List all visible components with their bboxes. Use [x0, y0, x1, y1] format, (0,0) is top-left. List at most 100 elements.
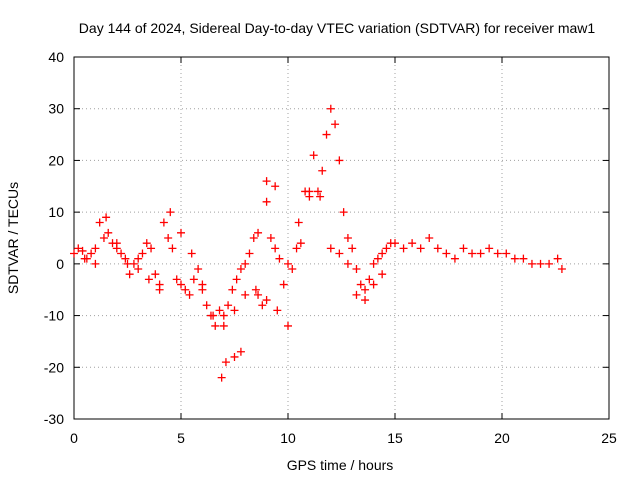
data-point-marker — [224, 301, 233, 310]
data-point-marker — [408, 239, 417, 248]
data-point-marker — [245, 249, 254, 258]
data-point-marker — [275, 254, 284, 263]
data-point-marker — [91, 244, 100, 253]
y-tick-label: -30 — [44, 411, 64, 427]
y-tick-label: 30 — [48, 101, 64, 117]
data-point-marker — [459, 244, 468, 253]
data-point-marker — [335, 249, 344, 258]
data-point-marker — [172, 275, 181, 284]
data-point-marker — [159, 218, 168, 227]
data-point-marker — [70, 249, 78, 258]
y-tick-label: 0 — [56, 256, 64, 272]
data-point-marker — [322, 130, 331, 139]
data-point-marker — [138, 249, 147, 258]
data-point-marker — [147, 244, 156, 253]
data-point-marker — [121, 254, 130, 263]
data-point-marker — [177, 228, 185, 237]
data-point-marker — [134, 254, 143, 263]
data-point-marker — [202, 301, 211, 310]
data-point-marker — [241, 259, 250, 268]
x-tick-label: 0 — [70, 430, 78, 446]
data-point-marker — [99, 234, 108, 242]
data-point-marker — [326, 244, 335, 253]
data-point-marker — [369, 280, 378, 289]
data-point-marker — [369, 259, 378, 268]
data-point-marker — [78, 246, 87, 255]
data-point-marker — [102, 213, 111, 222]
data-point-marker — [91, 259, 100, 268]
data-point-marker — [241, 290, 250, 299]
y-axis-ticks: -30 -20 -10 0 10 20 30 40 — [44, 49, 609, 427]
data-point-marker — [125, 270, 134, 279]
data-point-marker — [258, 301, 267, 310]
data-point-marker — [294, 218, 303, 227]
y-tick-label: 20 — [48, 152, 64, 168]
data-point-marker — [279, 280, 288, 289]
data-point-marker — [433, 244, 442, 253]
data-point-marker — [230, 306, 239, 315]
data-point-marker — [305, 187, 314, 196]
y-tick-label: -10 — [44, 308, 64, 324]
data-point-marker — [361, 285, 370, 294]
data-point-marker — [215, 306, 224, 315]
data-point-marker — [313, 187, 322, 196]
x-tick-label: 5 — [177, 430, 185, 446]
data-point-marker — [318, 166, 327, 175]
data-point-marker — [316, 192, 325, 201]
data-point-marker — [361, 296, 370, 305]
data-point-marker — [251, 285, 260, 294]
data-point-marker — [343, 234, 352, 242]
data-point-marker — [399, 244, 408, 253]
data-point-marker — [104, 228, 113, 237]
data-point-marker — [339, 208, 348, 217]
data-point-marker — [284, 259, 292, 268]
data-point-marker — [209, 311, 218, 320]
data-point-marker — [331, 120, 340, 129]
data-point-marker — [228, 285, 237, 294]
data-point-marker — [391, 239, 399, 248]
data-point-marker — [151, 270, 160, 279]
data-point-marker — [262, 197, 271, 206]
x-tick-label: 15 — [387, 430, 403, 446]
data-point-marker — [198, 280, 207, 289]
data-point-marker — [536, 259, 545, 268]
data-point-marker — [493, 249, 502, 258]
data-point-marker — [155, 285, 164, 294]
data-point-marker — [142, 239, 151, 248]
data-point-marker — [502, 249, 511, 258]
data-point-marker — [187, 249, 196, 258]
data-point-marker — [232, 275, 241, 284]
data-point-marker — [309, 151, 318, 160]
data-point-marker — [236, 265, 245, 274]
data-point-marker — [211, 321, 220, 330]
data-point-marker — [189, 275, 198, 284]
data-point-marker — [266, 234, 275, 242]
data-point-marker — [95, 218, 104, 227]
data-point-marker — [348, 244, 357, 253]
data-point-marker — [382, 244, 391, 253]
data-point-marker — [476, 249, 485, 258]
data-point-marker — [416, 244, 425, 253]
data-point-marker — [262, 296, 271, 305]
data-point-marker — [335, 156, 344, 165]
data-point-marker — [87, 249, 96, 258]
x-axis-ticks: 0 5 10 15 20 25 — [70, 57, 617, 446]
x-axis-label: GPS time / hours — [287, 457, 394, 473]
data-point-marker — [177, 280, 185, 289]
data-point-marker — [134, 265, 143, 274]
data-point-marker — [217, 373, 226, 382]
data-point-marker — [254, 228, 263, 237]
y-tick-label: 40 — [48, 49, 64, 65]
data-point-marker — [343, 259, 352, 268]
data-point-marker — [194, 265, 203, 274]
data-point-marker — [262, 177, 271, 186]
y-tick-label: -20 — [44, 359, 64, 375]
data-point-marker — [219, 311, 228, 320]
x-tick-label: 25 — [601, 430, 617, 446]
y-axis-label: SDTVAR / TECUs — [5, 182, 21, 294]
data-point-marker — [271, 182, 280, 191]
data-point-marker — [230, 352, 239, 361]
grid-lines — [74, 57, 609, 419]
data-point-marker — [365, 275, 374, 284]
